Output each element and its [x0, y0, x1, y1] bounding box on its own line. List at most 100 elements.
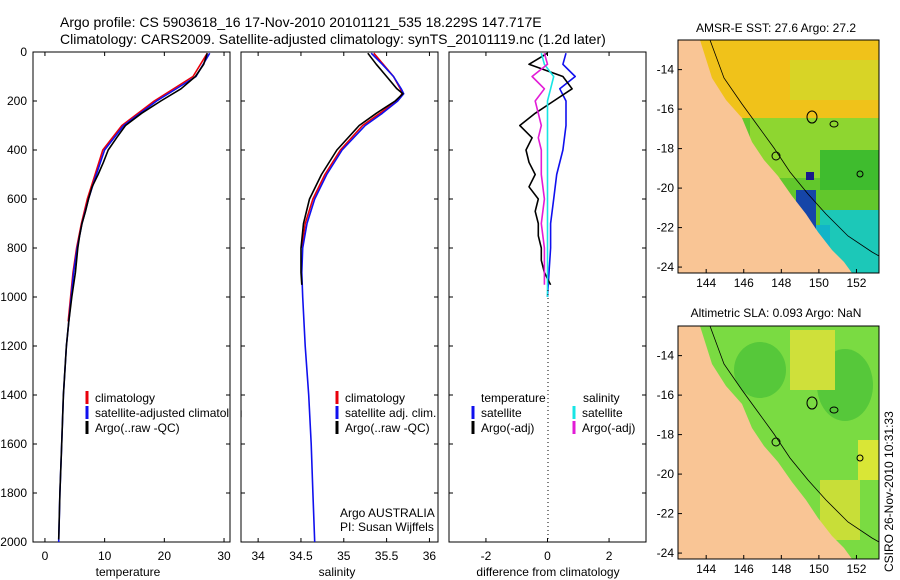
x-tick-label: 36 [423, 549, 437, 563]
map-x-tick-label: 150 [809, 276, 829, 290]
map-y-tick-label: -18 [657, 142, 675, 156]
map-y-tick-label: -14 [657, 349, 675, 363]
sst-map-title: AMSR-E SST: 27.6 Argo: 27.2 [696, 21, 856, 35]
depth-tick-label: 1200 [0, 339, 27, 353]
map-y-tick-label: -20 [657, 181, 675, 195]
figure-title-line2: Climatology: CARS2009. Satellite-adjuste… [60, 31, 606, 47]
depth-tick-label: 200 [7, 94, 27, 108]
map-y-tick-label: -16 [657, 102, 675, 116]
legend-header-salinity: salinity [583, 391, 620, 405]
depth-tick-label: 0 [20, 45, 27, 59]
depth-tick-label: 1600 [0, 437, 27, 451]
timestamp-side-label: CSIRO 26-Nov-2010 10:31:33 [882, 411, 896, 572]
map-y-tick-label: -20 [657, 467, 675, 481]
map-x-tick-label: 152 [846, 276, 866, 290]
salinity-xlabel: salinity [319, 565, 356, 579]
sst-reef-outline-2 [829, 120, 839, 128]
sla-high-patch-3 [858, 440, 879, 480]
difference-legend: temperature salinity satellite Argo(-adj… [471, 391, 635, 435]
series-line-temperature-argo-adj- [518, 52, 573, 286]
x-tick-label: 35.5 [375, 549, 399, 563]
salinity-axes [240, 51, 439, 543]
series-line-argo-raw-qc- [57, 52, 209, 540]
sst-island-outline [856, 170, 864, 178]
map-x-tick-label: 144 [696, 562, 716, 576]
figure-title-line1: Argo profile: CS 5903618_16 17-Nov-2010 … [60, 14, 542, 30]
series-line-argo-raw-qc- [300, 52, 404, 285]
legend-label-sal-satellite: satellite [582, 406, 623, 420]
temperature-axes [32, 51, 231, 543]
x-tick-label: 0 [544, 549, 551, 563]
legend-clip-gap [230, 385, 241, 440]
sst-coastline-contour [709, 40, 879, 257]
difference-series [518, 52, 577, 298]
map-tick-labels: 144 146 148 150 152 -14 -16 -18 -20 -22 -24 144 146 1… [657, 63, 867, 576]
map-x-tick-label: 146 [734, 276, 754, 290]
depth-tick-label: 1800 [0, 486, 27, 500]
sla-land [678, 326, 852, 559]
legend-label-climatology: climatology [95, 391, 155, 405]
sst-float-position [771, 151, 781, 161]
map-y-tick-label: -16 [657, 388, 675, 402]
temperature-legend: climatology satellite-adjusted climatolo… [85, 391, 242, 435]
sst-map [678, 40, 879, 273]
legend-label-argo: Argo(..raw -QC) [95, 421, 180, 435]
sla-map-title: Altimetric SLA: 0.093 Argo: NaN [691, 306, 862, 320]
sst-warm-patch [790, 60, 879, 100]
sla-high-patch [790, 330, 835, 390]
x-tick-label: 35 [337, 549, 351, 563]
sla-coastline-contour [709, 326, 879, 543]
x-tick-label: 30 [217, 549, 231, 563]
series-line-temperature-satellite [546, 52, 577, 298]
legend-label-sal-argo: Argo(-adj) [582, 421, 635, 435]
sla-island-outline [856, 454, 864, 462]
legend-label-temp-satellite: satellite [481, 406, 522, 420]
annotation-argo-australia: Argo AUSTRALIA [340, 506, 435, 520]
legend-label-argo: Argo(..raw -QC) [345, 421, 430, 435]
map-y-tick-label: -24 [657, 260, 675, 274]
map-x-tick-label: 148 [771, 276, 791, 290]
sla-map-frame [677, 325, 880, 560]
sst-map-frame [677, 39, 880, 274]
map-x-tick-label: 148 [771, 562, 791, 576]
salinity-series [300, 52, 405, 543]
x-tick-label: 10 [98, 549, 112, 563]
legend-label-satellite: satellite adj. clim. [345, 406, 436, 420]
map-x-tick-label: 146 [734, 562, 754, 576]
x-tick-label: 0 [42, 549, 49, 563]
x-tick-label: 34.5 [289, 549, 313, 563]
depth-tick-label: 600 [7, 192, 27, 206]
temperature-xlabel: temperature [96, 565, 161, 579]
sla-reef-outline [806, 396, 818, 410]
axis-ticks: 0 10 20 30 34 34.5 35 35.5 36 -2 0 2 [33, 51, 646, 563]
temperature-series [57, 52, 211, 543]
x-tick-label: 34 [251, 549, 265, 563]
difference-xlabel: difference from climatology [476, 565, 619, 579]
depth-tick-label: 1400 [0, 388, 27, 402]
map-y-tick-label: -18 [657, 428, 675, 442]
sla-float-position [771, 437, 781, 447]
sst-land [678, 40, 852, 273]
depth-tick-label: 1000 [0, 290, 27, 304]
x-tick-label: 2 [606, 549, 613, 563]
depth-tick-label: 2000 [0, 535, 27, 549]
sst-cold-pixel [806, 172, 814, 180]
series-line-satellite-adj-clim- [300, 52, 405, 543]
sst-reef-outline [806, 110, 818, 124]
legend-label-climatology: climatology [345, 391, 405, 405]
legend-label-temp-argo: Argo(-adj) [481, 421, 534, 435]
annotation-pi-name: PI: Susan Wijffels [340, 520, 434, 534]
series-line-salinity-satellite [540, 52, 555, 297]
legend-label-satellite: satellite-adjusted climatolog [95, 406, 242, 420]
series-line-salinity-argo-adj- [531, 52, 549, 285]
map-x-tick-label: 150 [809, 562, 829, 576]
map-x-tick-label: 144 [696, 276, 716, 290]
salinity-legend: climatology satellite adj. clim. Argo(..… [335, 391, 436, 435]
x-tick-label: -2 [481, 549, 492, 563]
x-tick-label: 20 [158, 549, 172, 563]
depth-tick-label: 400 [7, 143, 27, 157]
legend-header-temperature: temperature [481, 391, 546, 405]
depth-tick-labels: 0 200 400 600 800 1000 1200 1400 1600 1800 2000 [0, 45, 27, 549]
map-y-tick-label: -24 [657, 546, 675, 560]
